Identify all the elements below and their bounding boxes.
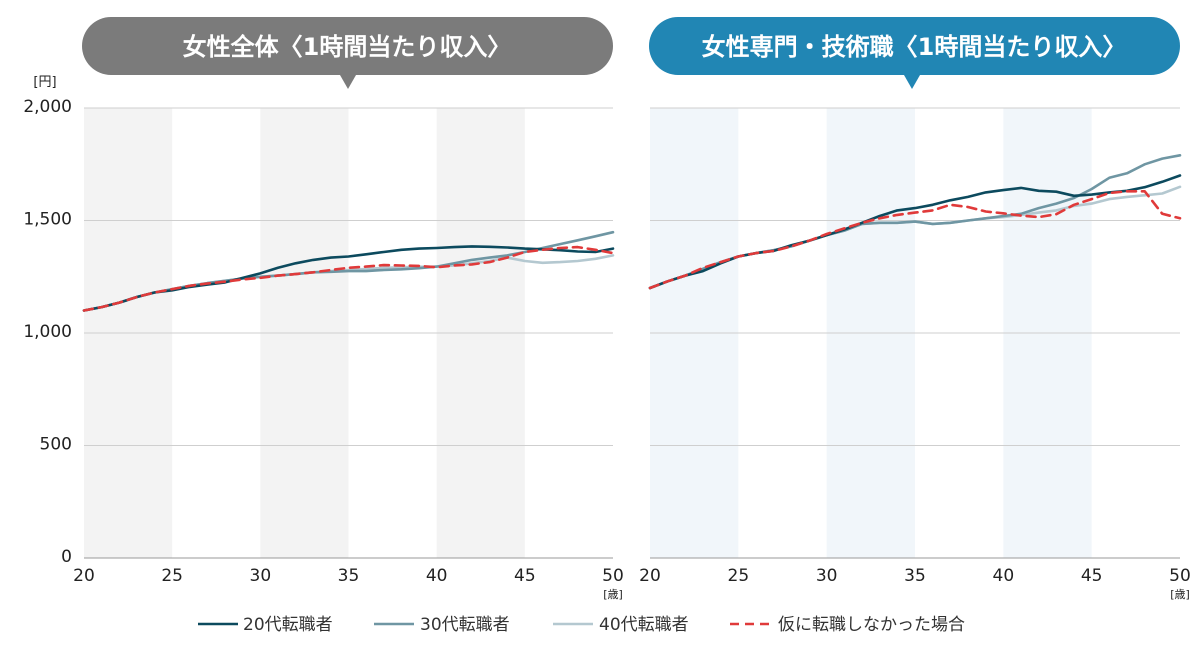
legend-label-series-20s: 20代転職者 (243, 615, 333, 635)
right-x-tick-label: 30 (816, 566, 838, 586)
right-title-banner: 女性専門・技術職〈1時間当たり収入〉 (649, 17, 1180, 89)
right-x-tick-label: 20 (639, 566, 661, 586)
right-x-tick-label: 35 (904, 566, 926, 586)
left-x-tick-label: 20 (73, 566, 95, 586)
right-chart-panel: 20 25 30 35 40 45 50 (639, 107, 1191, 586)
left-x-axis-unit: [歳] (603, 588, 623, 601)
right-series-no-change-line (648, 190, 1182, 290)
left-title-pointer (340, 75, 356, 89)
left-title-background (82, 17, 613, 75)
right-x-tick-label: 25 (728, 566, 750, 586)
right-title-pointer (904, 75, 920, 89)
right-title-background (649, 17, 1180, 75)
left-y-tick-label: 1,000 (23, 322, 72, 342)
right-x-axis-unit: [歳] (1170, 588, 1190, 601)
left-x-tick-label: 45 (514, 566, 536, 586)
left-chart-panel: 0 500 1,000 1,500 2,000 20 25 30 35 40 45 50 (23, 97, 623, 586)
legend: 20代転職者 30代転職者 40代転職者 仮に転職しなかった場合 (198, 615, 965, 635)
left-x-tick-label: 25 (161, 566, 183, 586)
left-series-no-change-line (82, 245, 615, 312)
y-axis-unit: [円] (33, 75, 56, 90)
right-x-tick-label: 40 (993, 566, 1015, 586)
left-y-tick-label: 2,000 (23, 97, 72, 117)
left-chart-title: 女性全体〈1時間当たり収入〉 (183, 33, 512, 61)
right-x-tick-label: 50 (1169, 566, 1191, 586)
right-chart-title: 女性専門・技術職〈1時間当たり収入〉 (702, 33, 1127, 61)
left-x-tick-label: 50 (602, 566, 624, 586)
right-x-tick-label: 45 (1081, 566, 1103, 586)
left-y-tick-label: 0 (61, 547, 72, 567)
left-x-tick-label: 40 (426, 566, 448, 586)
legend-label-series-30s: 30代転職者 (420, 615, 510, 635)
legend-label-series-no-change: 仮に転職しなかった場合 (778, 615, 965, 635)
left-title-banner: 女性全体〈1時間当たり収入〉 (82, 17, 613, 89)
left-x-tick-label: 30 (250, 566, 272, 586)
legend-label-series-40s: 40代転職者 (599, 615, 689, 635)
left-x-tick-label: 35 (338, 566, 360, 586)
left-y-tick-label: 1,500 (23, 210, 72, 230)
left-y-tick-label: 500 (40, 435, 72, 455)
